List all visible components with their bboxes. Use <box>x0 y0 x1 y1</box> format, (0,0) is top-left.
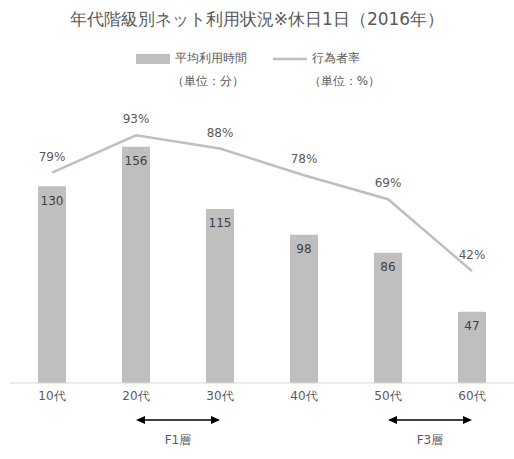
svg-text:60代: 60代 <box>458 389 485 403</box>
svg-text:130: 130 <box>41 194 64 208</box>
svg-text:10代: 10代 <box>38 389 65 403</box>
html-text:（単位：分）: （単位：分） <box>171 74 244 88</box>
html-text:年代階級別ネット利用状況※休日1日（2016年）: 年代階級別ネット利用状況※休日1日（2016年） <box>69 9 445 29</box>
svg-text:86: 86 <box>380 260 395 274</box>
svg-text:78%: 78% <box>291 152 318 166</box>
svg-text:88%: 88% <box>207 126 234 140</box>
svg-text:F3層: F3層 <box>417 433 444 447</box>
svg-text:156: 156 <box>125 154 148 168</box>
html-text:（単位：%）: （単位：%） <box>308 74 381 88</box>
svg-text:115: 115 <box>209 216 232 230</box>
svg-text:42%: 42% <box>459 248 486 262</box>
svg-text:69%: 69% <box>375 176 402 190</box>
svg-text:79%: 79% <box>39 150 66 164</box>
svg-text:20代: 20代 <box>122 389 149 403</box>
html-text:平均利用時間: 平均利用時間 <box>174 51 247 65</box>
svg-text:93%: 93% <box>123 112 150 126</box>
html-text:行為者率: 行為者率 <box>311 51 360 65</box>
svg-text:98: 98 <box>296 242 311 256</box>
svg-text:50代: 50代 <box>374 389 401 403</box>
svg-text:40代: 40代 <box>290 389 317 403</box>
svg-text:F1層: F1層 <box>165 433 192 447</box>
svg-text:47: 47 <box>464 319 479 333</box>
svg-text:30代: 30代 <box>206 389 233 403</box>
